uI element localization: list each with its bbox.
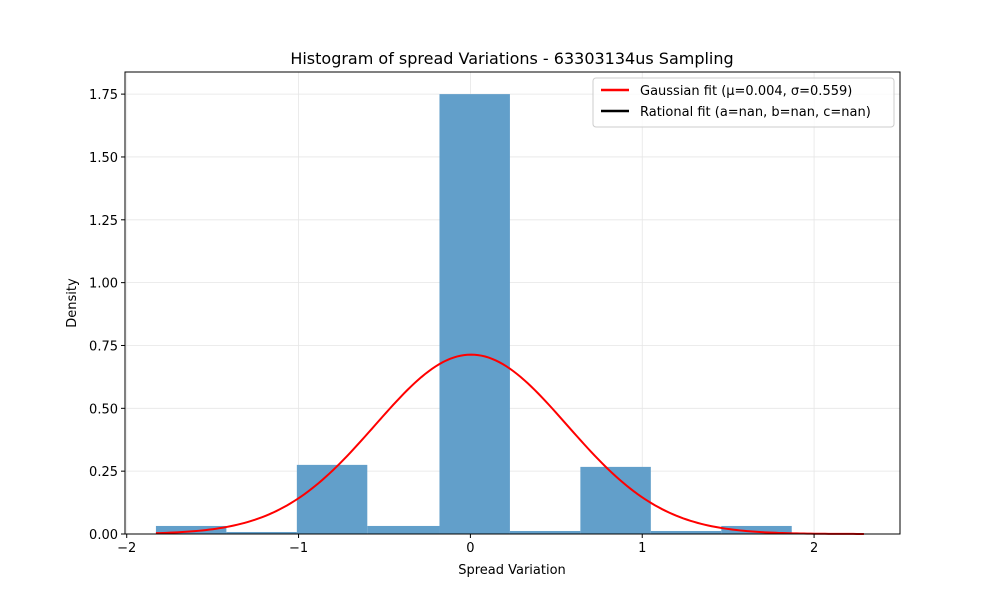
histogram-bar-7: [650, 530, 722, 534]
y-tick-label-1: 0.25: [89, 465, 118, 480]
fit-curves: [155, 353, 864, 535]
x-axis-label: Spread Variation: [458, 563, 566, 578]
y-tick-label-4: 1.00: [89, 277, 118, 292]
histogram-bar-8: [721, 525, 792, 534]
y-tick-label-0: 0.00: [89, 528, 118, 543]
legend-label-0: Gaussian fit (μ=0.004, σ=0.559): [640, 84, 852, 99]
y-tick-label-3: 0.75: [89, 339, 118, 354]
gaussian-fit-curve: [155, 353, 864, 535]
x-axis-ticks: −2 −1 0 1 2: [117, 534, 818, 556]
x-tick-label-1: −1: [289, 541, 308, 556]
histogram-bar-3: [367, 525, 440, 534]
y-tick-label-7: 1.75: [89, 88, 118, 103]
histogram-bar-0: [155, 525, 227, 534]
histogram-bar-2: [296, 464, 368, 534]
histogram-bars: [155, 94, 792, 535]
x-tick-label-4: 2: [810, 541, 818, 556]
histogram-bar-4: [439, 94, 510, 535]
grid-lines: [125, 72, 900, 535]
histogram-bar-5: [509, 530, 581, 534]
x-tick-label-0: −2: [117, 541, 136, 556]
legend-box: [592, 77, 895, 128]
y-axis-label: Density: [65, 278, 80, 328]
x-tick-label-2: 0: [466, 541, 474, 556]
y-tick-label-6: 1.50: [89, 151, 118, 166]
y-axis-ticks: 0.00 0.25 0.50 0.75 1.00 1.25 1.50 1.75: [89, 88, 125, 543]
chart-title: Histogram of spread Variations - 6330313…: [290, 49, 733, 68]
histogram-bar-6: [580, 466, 651, 534]
plot-frame: [124, 71, 901, 535]
legend: Gaussian fit (μ=0.004, σ=0.559) Rational …: [592, 77, 895, 128]
histogram-bar-1: [226, 531, 297, 534]
legend-label-1: Rational fit (a=nan, b=nan, c=nan): [640, 105, 871, 120]
y-tick-label-5: 1.25: [89, 214, 118, 229]
y-tick-label-2: 0.50: [89, 402, 118, 417]
x-tick-label-3: 1: [638, 541, 646, 556]
